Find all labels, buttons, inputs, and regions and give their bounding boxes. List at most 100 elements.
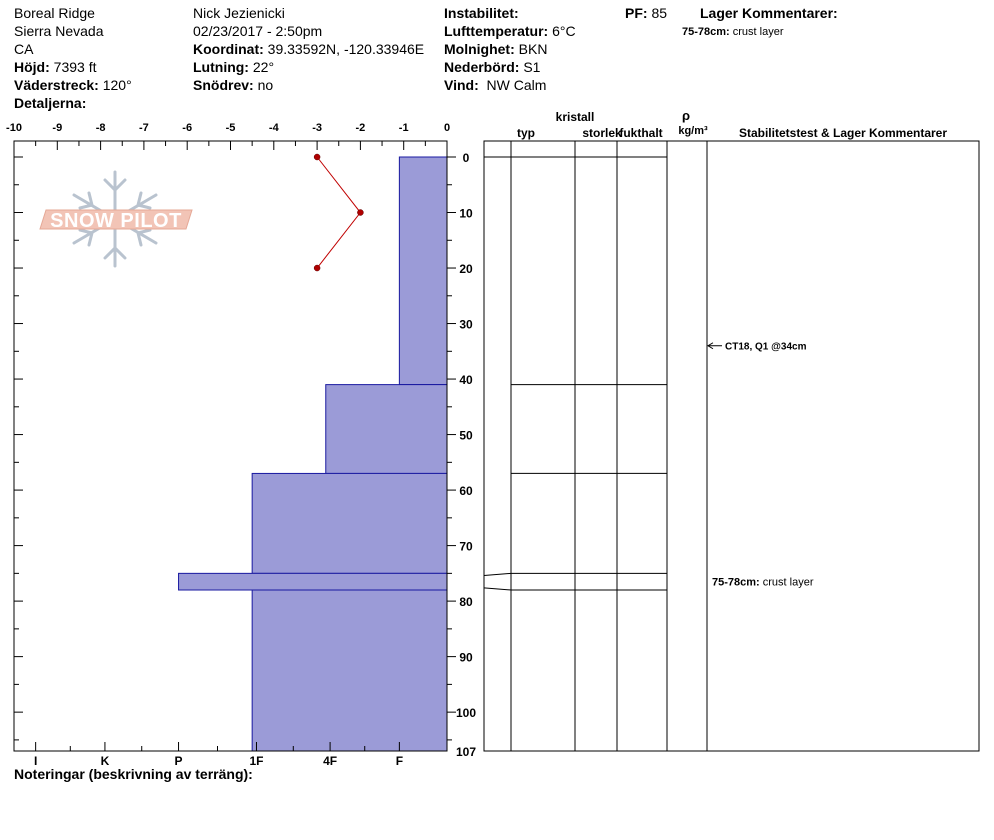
cloud-value: BKN: [518, 41, 548, 57]
depth-tick-label: 70: [459, 540, 473, 554]
aspect-value: 120°: [102, 77, 132, 93]
elevation-row: Höjd: 7393 ft: [14, 58, 132, 76]
depth-tick-label: 10: [459, 207, 473, 221]
slope-label: Lutning:: [193, 59, 249, 75]
location: Boreal Ridge: [14, 5, 95, 21]
hardness-profile: -10 -9 -8 -7 -6 -5 -4 -3 -2 -1 0010203040506070809…: [6, 122, 476, 768]
hardness-label: 4F: [323, 754, 337, 768]
details-label: Detaljerna:: [14, 95, 87, 111]
snowpilot-logo: SNOW PILOT: [39, 170, 193, 268]
top-axis-tick-label: -2: [356, 122, 366, 134]
observer: Nick Jezienicki: [193, 5, 285, 21]
state: CA: [14, 41, 34, 57]
coord-label: Koordinat:: [193, 41, 264, 57]
pf-value: 85: [651, 5, 668, 21]
airtemp-label: Lufttemperatur:: [444, 23, 549, 39]
header-density-unit: kg/m³: [678, 125, 708, 137]
hardness-label: I: [34, 754, 37, 768]
instability-label: Instabilitet:: [444, 5, 519, 21]
wind-value: NW Calm: [486, 77, 547, 93]
precip-value: S1: [523, 59, 541, 75]
drift-row: Snödrev: no: [193, 76, 424, 94]
top-axis-tick-label: -9: [52, 122, 62, 134]
hardness-layer-bar: [251, 472, 448, 574]
top-axis-tick-label: 0: [444, 122, 450, 134]
layer-comment-annotation-depth: 75-78cm:: [712, 577, 763, 589]
aspect-label: Väderstreck:: [14, 77, 99, 93]
layer-comments-heading: Lager Kommentarer:: [700, 4, 838, 22]
header-location-block: Boreal Ridge Sierra Nevada CA Höjd: 7393…: [14, 4, 132, 112]
logo-banner: [39, 209, 193, 230]
hardness-label: P: [175, 754, 183, 768]
header-stability: Stabilitetstest & Lager Kommentarer: [739, 126, 947, 140]
airtemp-value: 6°C: [552, 23, 576, 39]
hardness-layer-bar: [398, 156, 448, 386]
hardness-label: F: [396, 754, 403, 768]
layer-comment-summary: 75-78cm: crust layer: [682, 23, 784, 41]
depth-tick-label: 30: [459, 318, 473, 332]
depth-tick-label: 40: [459, 373, 473, 387]
top-axis-tick-label: -10: [6, 122, 22, 134]
aspect-row: Väderstreck: 120°: [14, 76, 132, 94]
hardness-label: 1F: [249, 754, 263, 768]
logo-text: SNOW PILOT: [50, 210, 182, 232]
depth-tick-label: 60: [459, 484, 473, 498]
temperature-point: [357, 209, 364, 216]
header-crystal: kristall: [556, 110, 595, 124]
depth-tick-label: 107: [456, 745, 476, 759]
top-axis-tick-label: -5: [226, 122, 236, 134]
top-axis-tick-label: -7: [139, 122, 149, 134]
temperature-line: [316, 156, 362, 269]
wind-label: Vind:: [444, 77, 479, 93]
elevation-value: 7393 ft: [53, 59, 97, 75]
precip-label: Nederbörd:: [444, 59, 520, 75]
range: Sierra Nevada: [14, 23, 104, 39]
hardness-layer-bar: [178, 572, 448, 591]
instability-row: Instabilitet:: [444, 4, 576, 22]
top-axis-tick-label: -3: [312, 122, 322, 134]
layer-comments-label: Lager Kommentarer:: [700, 5, 838, 21]
pf-label: PF:: [625, 5, 648, 21]
stability-test-arrowhead: [707, 342, 714, 350]
layer-comment-annotation-text: crust layer: [763, 577, 814, 589]
elevation-label: Höjd:: [14, 59, 50, 75]
depth-tick-label: 20: [459, 262, 473, 276]
datetime: 02/23/2017 - 2:50pm: [193, 23, 323, 39]
depth-tick-label: 80: [459, 595, 473, 609]
top-axis-tick-label: -6: [182, 122, 192, 134]
notes-label: Noteringar (beskrivning av terräng):: [14, 766, 253, 782]
coord-row: Koordinat: 39.33592N, -120.33946E: [193, 40, 424, 58]
drift-label: Snödrev:: [193, 77, 254, 93]
depth-tick-label: 100: [456, 706, 476, 720]
stability-test-label: CT18, Q1 @34cm: [725, 342, 807, 353]
depth-tick-label: 50: [459, 429, 473, 443]
top-axis-tick-label: -1: [399, 122, 409, 134]
header-observer-block: Nick Jezienicki 02/23/2017 - 2:50pm Koor…: [193, 4, 424, 94]
slope-row: Lutning: 22°: [193, 58, 424, 76]
table-frame: [483, 140, 980, 752]
temperature-point: [313, 264, 321, 272]
drift-value: no: [257, 77, 274, 93]
hardness-layer-bar: [325, 384, 448, 474]
layer-comment-text: crust layer: [732, 26, 784, 38]
header-size: storlek: [582, 126, 622, 140]
slope-value: 22°: [252, 59, 275, 75]
top-axis-tick-label: -8: [96, 122, 106, 134]
layer-comment-depth: 75-78cm:: [682, 26, 730, 38]
depth-tick-label: 90: [459, 651, 473, 665]
hardness-label: K: [101, 754, 110, 768]
coord-value: 39.33592N, -120.33946E: [267, 41, 425, 57]
cloud-row: Molnighet: BKN: [444, 40, 576, 58]
layer-comment-annotation: 75-78cm: crust layer: [712, 577, 814, 589]
depth-tick-label: 0: [463, 151, 470, 165]
header-rho: ρ: [682, 108, 690, 123]
temperature-point: [313, 153, 321, 161]
cloud-label: Molnighet:: [444, 41, 515, 57]
header-type: typ: [517, 126, 535, 140]
header-weather-block: Instabilitet: Lufttemperatur: 6°C Molnig…: [444, 4, 576, 94]
top-axis-tick-label: -4: [269, 122, 280, 134]
hardness-layer-bar: [251, 589, 448, 752]
header-moisture: fukthalt: [619, 126, 662, 140]
